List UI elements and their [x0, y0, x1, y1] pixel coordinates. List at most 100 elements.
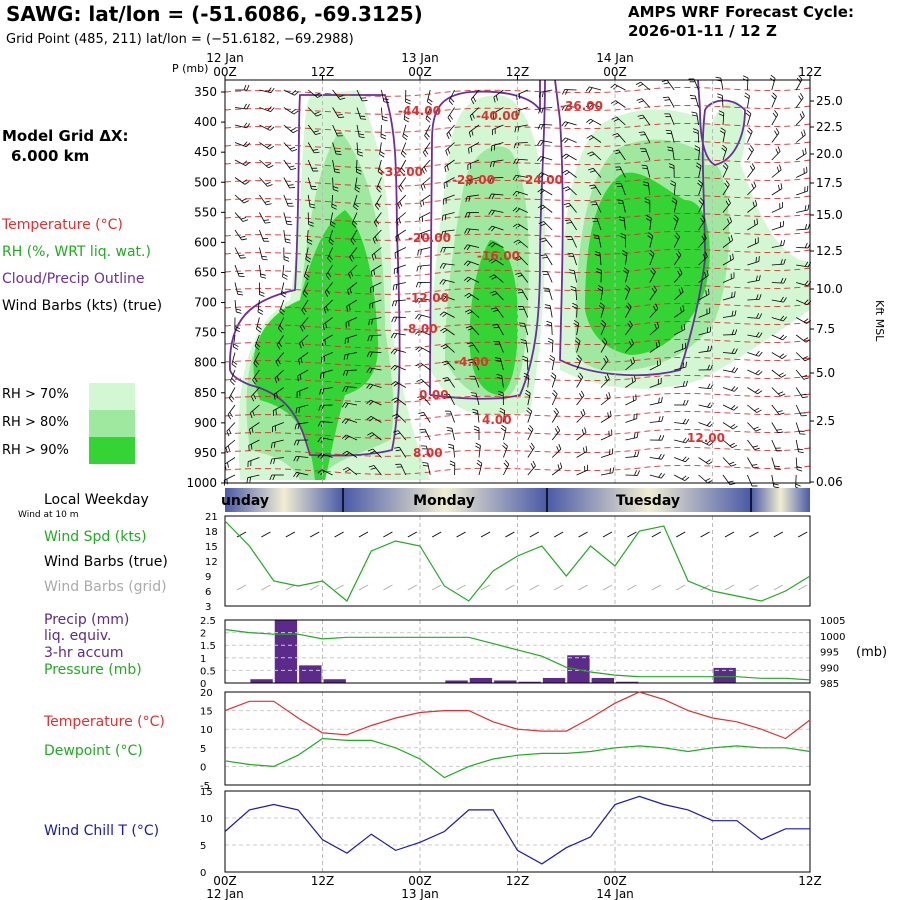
wind-barb	[488, 209, 504, 216]
wind-barb-flag	[800, 393, 807, 396]
wind-barb-flag	[488, 225, 493, 231]
wind-barb-shaft	[796, 264, 809, 268]
wind-barb	[491, 307, 504, 318]
wind-barb	[664, 113, 675, 126]
wind-barb-flag	[237, 293, 244, 296]
surface-wind-barb-true	[529, 531, 540, 538]
wind-barb	[561, 121, 577, 128]
wind-barb	[674, 418, 690, 425]
wind-barb	[466, 177, 480, 187]
wind-speed-tick-label: 3	[205, 602, 211, 613]
wind-speed-label: Wind Spd (kts)	[44, 529, 147, 545]
wind-barb-flag	[804, 299, 809, 304]
wind-barb-flag	[731, 386, 736, 391]
wind-barb-flag	[293, 472, 297, 477]
wind-barb	[520, 339, 529, 353]
wind-barb-flag	[698, 200, 703, 205]
wind-barb-flag	[400, 184, 404, 190]
wind-barb	[600, 355, 609, 371]
wind-barb-flag	[447, 430, 453, 432]
wind-barb-flag	[295, 408, 298, 414]
wind-barb	[747, 294, 762, 301]
wind-barb-shaft	[420, 362, 431, 371]
wind-barb-flag	[639, 117, 645, 120]
wind-barb-flag	[645, 218, 652, 222]
wind-barb	[796, 223, 811, 231]
wind-barb-flag	[540, 140, 544, 146]
wind-barb-flag	[405, 101, 411, 105]
wind-barb-shaft	[282, 264, 285, 277]
wind-barb-flag	[296, 472, 300, 478]
precip-bar	[713, 667, 736, 683]
wind-barb-flag	[418, 234, 420, 240]
wind-barb-flag	[418, 298, 422, 304]
wind-barb-flag	[796, 466, 803, 469]
wind-barb-shaft	[673, 200, 678, 213]
wind-barb-shaft	[283, 159, 292, 170]
wind-barb-flag	[269, 145, 275, 150]
wind-barb-flag	[537, 188, 543, 193]
wind-barb-flag	[238, 273, 244, 275]
wind-barb-shaft	[674, 347, 686, 353]
wind-barb-flag	[593, 234, 599, 237]
wind-barb-shaft	[307, 89, 318, 98]
temperature-line	[224, 691, 811, 740]
wind-barb-flag	[290, 167, 297, 171]
wind-barb-shaft	[370, 399, 382, 406]
wind-barb	[305, 247, 312, 263]
wind-barb-flag	[667, 146, 673, 149]
wind-barb-shaft	[673, 218, 679, 231]
wind-barb-flag	[463, 260, 469, 266]
wind-barb-flag	[604, 375, 608, 382]
wind-barb-shaft	[771, 282, 784, 284]
wind-barb-shaft	[224, 474, 236, 481]
wind-barb-flag	[682, 362, 685, 368]
wind-barb-flag	[731, 329, 735, 335]
wind-barb-shaft	[257, 299, 260, 312]
wind-barb-shaft	[283, 107, 295, 115]
wind-barb-flag	[448, 131, 452, 137]
wind-barb-shaft	[771, 439, 778, 452]
wind-barb-shaft	[493, 274, 504, 283]
wind-barb	[448, 89, 455, 106]
wind-barb-shaft	[259, 142, 270, 150]
wind-barb-flag	[294, 424, 297, 430]
wind-barb-shaft	[771, 96, 777, 108]
surface-wind-barb-grid	[651, 584, 662, 591]
wind-barb-flag	[229, 412, 233, 418]
wind-barb-flag	[555, 407, 559, 413]
wind-barb-flag	[523, 375, 529, 379]
wind-barb-shaft	[722, 369, 735, 373]
wind-barb-shaft	[425, 107, 431, 119]
wind-barb-shaft	[795, 134, 806, 143]
wind-barb-shaft	[747, 204, 758, 213]
wind-barb	[297, 369, 309, 382]
wind-barb-flag	[755, 256, 757, 263]
wind-barb	[745, 109, 752, 126]
wind-barb-flag	[243, 141, 248, 146]
wind-barb-shaft	[468, 276, 480, 283]
wind-barb-shaft	[259, 194, 267, 206]
wind-barb-shaft	[673, 273, 683, 283]
wind-barb-flag	[440, 247, 443, 253]
wind-barb-flag	[447, 148, 451, 154]
wind-barb-shaft	[252, 369, 260, 381]
wind-barb	[698, 215, 706, 231]
wind-barb	[795, 129, 806, 143]
wind-barb-flag	[781, 202, 784, 208]
wind-barb-flag	[329, 238, 335, 243]
wind-barb-flag	[279, 310, 284, 316]
wind-barb-flag	[778, 184, 780, 191]
wind-barb-flag	[319, 389, 322, 395]
wind-barb	[446, 124, 455, 140]
wind-barb-flag	[637, 114, 644, 117]
wind-barb	[551, 462, 563, 476]
wind-barb-flag	[419, 397, 425, 401]
wind-barb	[280, 282, 287, 298]
wind-barb-flag	[492, 177, 495, 184]
wind-barb-flag	[302, 293, 307, 298]
wind-barb-flag	[476, 462, 482, 467]
wind-barb-shaft	[443, 295, 455, 301]
wind-barb-flag	[493, 340, 499, 342]
wind-barb	[306, 229, 313, 245]
